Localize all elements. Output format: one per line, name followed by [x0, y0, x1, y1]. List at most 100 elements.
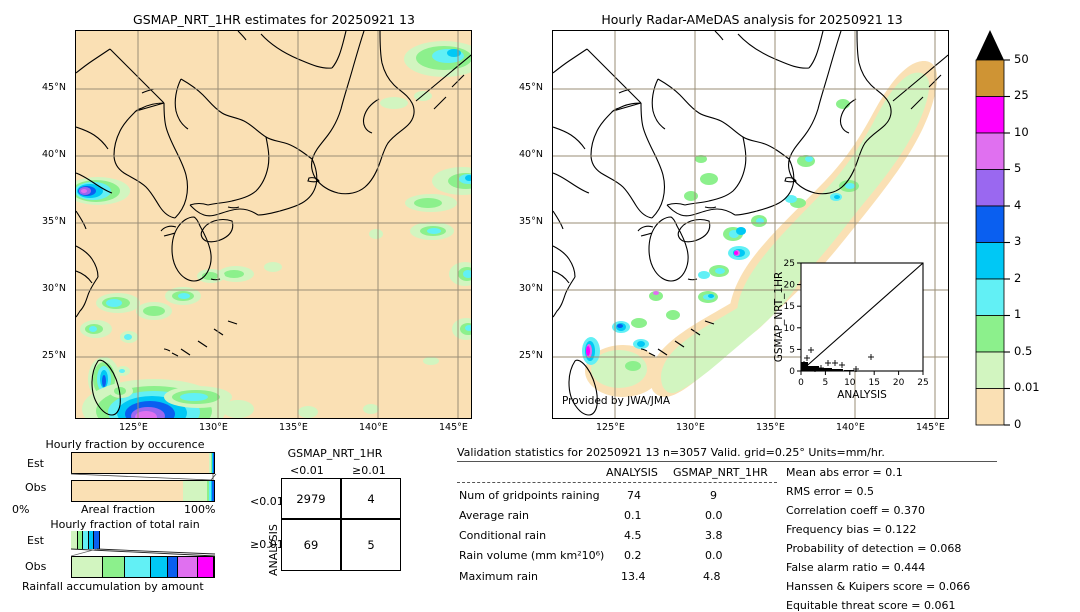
- bar-segment: [72, 557, 103, 577]
- totalrain-axis-label: Rainfall accumulation by amount: [22, 580, 204, 593]
- left-lon-tick-140: 140°E: [359, 422, 388, 433]
- bar-segment: [89, 531, 95, 549]
- validation-row-analysis-4: 13.4: [621, 570, 646, 583]
- contingency-cell-false-alarm[interactable]: 4: [341, 478, 401, 519]
- svg-text:15: 15: [784, 302, 795, 312]
- occurrence-obs-bar[interactable]: [71, 480, 215, 502]
- totalrain-row-label-est: Est: [27, 534, 44, 547]
- totalrain-title: Hourly fraction of total rain: [50, 518, 200, 531]
- bar-segment: [72, 453, 210, 473]
- right-lat-tick-25: 25°N: [519, 350, 543, 361]
- totalrain-est-bar[interactable]: [71, 531, 215, 549]
- occurrence-axis-min: 0%: [12, 503, 30, 516]
- svg-text:25: 25: [784, 259, 795, 269]
- precip-area: [405, 167, 471, 212]
- score-probability-of-detection: Probability of detection = 0.068: [786, 542, 962, 555]
- colorbar-label-10: 10: [1014, 125, 1029, 139]
- colorbar-label-2: 2: [1014, 271, 1022, 285]
- left-map-canvas: [76, 31, 471, 418]
- colorbar-label-1: 1: [1014, 307, 1022, 321]
- bar-segment: [125, 557, 151, 577]
- scatter-inset[interactable]: 0 5 10 15 20 25 0 5 10 15 20 25: [768, 258, 943, 416]
- colorbar-label-0.5: 0.5: [1014, 344, 1033, 358]
- score-frequency-bias: Frequency bias = 0.122: [786, 523, 917, 536]
- bar-segment: [182, 481, 207, 501]
- colorbar-label-25: 25: [1014, 88, 1029, 102]
- occurrence-axis-max: 100%: [184, 503, 216, 516]
- precip-area: [369, 222, 471, 286]
- totalrain-row-label-obs: Obs: [25, 560, 47, 573]
- left-lat-tick-25: 25°N: [42, 350, 66, 361]
- right-lat-tick-40: 40°N: [519, 149, 543, 160]
- bar-segment: [71, 531, 78, 549]
- colorbar[interactable]: 50 25 10 5 4 3 2 1 0.5 0.01 0: [960, 28, 1075, 431]
- svg-text:0: 0: [798, 378, 804, 388]
- precip-area: [218, 262, 282, 282]
- validation-rule-top: [457, 461, 997, 462]
- left-lat-tick-30: 30°N: [42, 283, 66, 294]
- contingency-cell-hit[interactable]: 5: [341, 519, 401, 571]
- right-panel-title: Hourly Radar-AMeDAS analysis for 2025092…: [601, 12, 903, 27]
- left-lon-tick-125: 125°E: [119, 422, 148, 433]
- gsmap-estimates-map[interactable]: [75, 30, 472, 419]
- svg-text:20: 20: [784, 281, 796, 291]
- totalrain-connector: [71, 548, 216, 557]
- bar-segment: [94, 531, 101, 549]
- bar-segment: [210, 453, 212, 473]
- precip-area: [76, 177, 130, 205]
- precip-area: [423, 318, 471, 365]
- left-lat-tick-45: 45°N: [42, 82, 66, 93]
- validation-row-gsmap-1: 0.0: [705, 509, 723, 522]
- validation-row-analysis-1: 0.1: [624, 509, 642, 522]
- bar-segment: [209, 453, 211, 473]
- svg-text:0: 0: [789, 367, 795, 377]
- bar-segment: [150, 557, 168, 577]
- svg-text:10: 10: [784, 324, 796, 334]
- contingency-row-label-ge: ≥0.01: [250, 538, 284, 551]
- radar-amedas-map[interactable]: [552, 30, 949, 419]
- scatter-canvas: 0 5 10 15 20 25 0 5 10 15 20 25: [773, 259, 929, 401]
- occurrence-row-label-est: Est: [27, 457, 44, 470]
- bar-segment: [77, 531, 84, 549]
- svg-text:5: 5: [789, 345, 795, 355]
- bar-segment: [178, 557, 199, 577]
- right-lat-tick-35: 35°N: [519, 216, 543, 227]
- validation-row-gsmap-3: 0.0: [705, 549, 723, 562]
- occurrence-est-bar[interactable]: [71, 452, 215, 474]
- coastline: [76, 31, 471, 416]
- colorbar-label-0: 0: [1014, 417, 1022, 431]
- precip-area: [82, 379, 379, 418]
- svg-text:15: 15: [868, 378, 879, 388]
- bar-segment: [167, 557, 179, 577]
- colorbar-label-4: 4: [1014, 198, 1022, 212]
- validation-header: Validation statistics for 20250921 13 n=…: [457, 446, 885, 459]
- colorbar-label-50: 50: [1014, 52, 1029, 66]
- right-lat-tick-30: 30°N: [519, 283, 543, 294]
- validation-rule-dashed: [457, 482, 777, 483]
- bar-segment: [83, 531, 90, 549]
- contingency-cell-hit-none[interactable]: 2979: [281, 478, 341, 519]
- validation-row-analysis-0: 74: [627, 489, 641, 502]
- scatter-points: [801, 347, 874, 372]
- contingency-cell-miss[interactable]: 69: [281, 519, 341, 571]
- contingency-col-header: GSMAP_NRT_1HR: [287, 447, 383, 460]
- bar-segment: [211, 453, 213, 473]
- contingency-col-label-ge: ≥0.01: [352, 464, 386, 477]
- bar-segment: [210, 481, 212, 501]
- right-map-canvas: [553, 31, 948, 418]
- left-lon-tick-135: 135°E: [279, 422, 308, 433]
- bar-segment: [211, 481, 214, 501]
- svg-text:10: 10: [844, 378, 856, 388]
- colorbar-label-3: 3: [1014, 234, 1022, 248]
- totalrain-obs-bar[interactable]: [71, 556, 215, 578]
- validation-row-label-2: Conditional rain: [459, 529, 547, 542]
- right-lon-tick-145: 145°E: [916, 422, 945, 433]
- colorbar-label-5: 5: [1014, 161, 1022, 175]
- score-mean-abs-error: Mean abs error = 0.1: [786, 466, 903, 479]
- right-lon-tick-130: 130°E: [676, 422, 705, 433]
- score-false-alarm-ratio: False alarm ratio = 0.444: [786, 561, 926, 574]
- colorbar-label-0.01: 0.01: [1014, 380, 1040, 394]
- occurrence-row-label-obs: Obs: [25, 481, 47, 494]
- right-lon-tick-140: 140°E: [836, 422, 865, 433]
- svg-text:25: 25: [917, 378, 928, 388]
